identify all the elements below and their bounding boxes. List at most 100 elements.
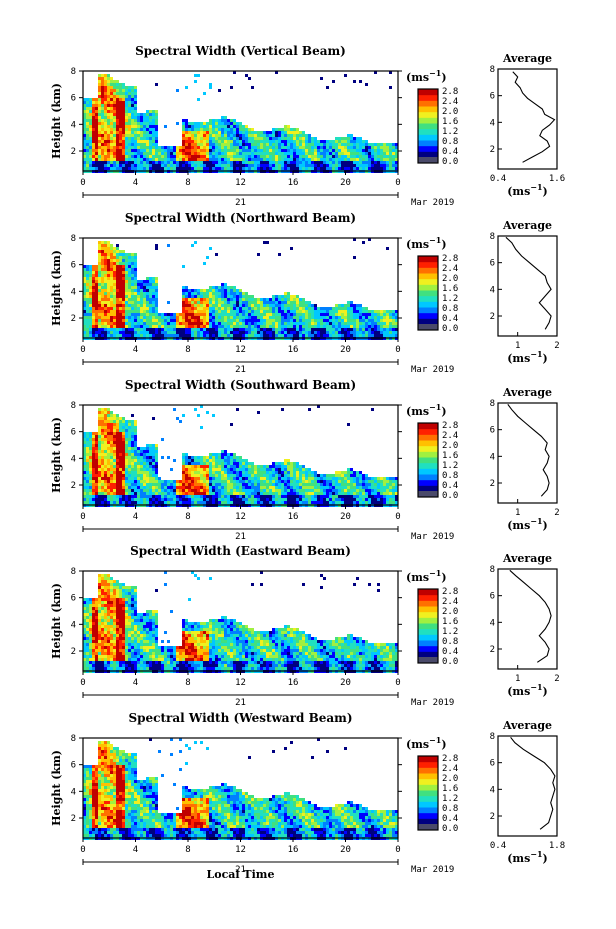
heatmap-cell xyxy=(185,286,188,289)
heatmap-cell xyxy=(254,483,257,486)
heatmap-cell xyxy=(122,250,125,253)
heatmap-cell xyxy=(377,325,380,328)
heatmap-cell xyxy=(290,143,293,146)
heatmap-cell xyxy=(149,292,152,295)
heatmap-cell xyxy=(209,158,212,161)
heatmap-cell xyxy=(125,292,128,295)
heatmap-cell xyxy=(107,256,110,259)
heatmap-cell xyxy=(155,122,158,125)
heatmap-cell xyxy=(119,101,122,104)
heatmap-cell xyxy=(131,253,134,256)
heatmap-cell xyxy=(278,143,281,146)
heatmap-cell xyxy=(89,143,92,146)
heatmap-cell xyxy=(152,474,155,477)
heatmap-cell xyxy=(194,331,197,334)
heatmap-cell xyxy=(230,480,233,483)
heatmap-cell xyxy=(137,322,140,325)
heatmap-cell xyxy=(167,164,170,167)
heatmap-cell xyxy=(107,474,110,477)
heatmap-cell xyxy=(290,167,293,170)
heatmap-cell xyxy=(134,146,137,149)
heatmap-cell xyxy=(131,149,134,152)
heatmap-cell xyxy=(131,477,134,480)
heatmap-cell xyxy=(275,158,278,161)
heatmap-cell xyxy=(245,495,248,498)
heatmap-cell xyxy=(215,495,218,498)
heatmap-cell xyxy=(215,322,218,325)
heatmap-cell xyxy=(119,271,122,274)
heatmap-cell xyxy=(122,465,125,468)
heatmap-cell xyxy=(131,319,134,322)
heatmap-cell xyxy=(167,328,170,331)
heatmap-cell xyxy=(251,167,254,170)
heatmap-cell xyxy=(125,128,128,131)
heatmap-cell xyxy=(110,80,113,83)
heatmap-cell xyxy=(119,268,122,271)
heatmap-cell xyxy=(227,286,230,289)
heatmap-cell xyxy=(113,444,116,447)
heatmap-cell xyxy=(335,319,338,322)
heatmap-cell xyxy=(140,295,143,298)
heatmap-cell xyxy=(236,408,239,411)
heatmap-cell xyxy=(245,328,248,331)
heatmap-cell xyxy=(284,158,287,161)
heatmap-cell xyxy=(140,489,143,492)
heatmap-cell xyxy=(125,116,128,119)
profile-y-tick-label: 2 xyxy=(490,145,495,155)
heatmap-cell xyxy=(227,486,230,489)
heatmap-cell xyxy=(326,140,329,143)
heatmap-cell xyxy=(107,492,110,495)
heatmap-cell xyxy=(185,474,188,477)
heatmap-cell xyxy=(239,495,242,498)
heatmap-cell xyxy=(122,432,125,435)
heatmap-cell xyxy=(179,155,182,158)
heatmap-cell xyxy=(122,417,125,420)
heatmap-cell xyxy=(167,492,170,495)
heatmap-cell xyxy=(155,140,158,143)
heatmap-cell xyxy=(134,256,137,259)
heatmap-cell xyxy=(266,483,269,486)
heatmap-cell xyxy=(233,486,236,489)
heatmap-cell xyxy=(107,322,110,325)
heatmap-cell xyxy=(191,483,194,486)
heatmap-cell xyxy=(128,462,131,465)
heatmap-cell xyxy=(257,322,260,325)
heatmap-cell xyxy=(185,492,188,495)
heatmap-cell xyxy=(140,283,143,286)
heatmap-cell xyxy=(209,316,212,319)
x-tick-label: 20 xyxy=(340,178,351,188)
heatmap-cell xyxy=(86,438,89,441)
heatmap-cell xyxy=(314,328,317,331)
heatmap-cell xyxy=(92,459,95,462)
heatmap-cell xyxy=(218,492,221,495)
colorbar-tick-label: 0.8 xyxy=(442,304,458,314)
heatmap-cell xyxy=(332,143,335,146)
heatmap-cell xyxy=(113,140,116,143)
heatmap-cell xyxy=(209,453,212,456)
heatmap-cell xyxy=(152,307,155,310)
heatmap-cell xyxy=(101,492,104,495)
heatmap-cell xyxy=(125,334,128,337)
heatmap-cell xyxy=(389,313,392,316)
heatmap-cell xyxy=(152,295,155,298)
heatmap-cell xyxy=(125,441,128,444)
heatmap-cell xyxy=(125,161,128,164)
heatmap-cell xyxy=(107,265,110,268)
heatmap-cell xyxy=(224,450,227,453)
heatmap-cell xyxy=(101,483,104,486)
heatmap-cell xyxy=(92,161,95,164)
heatmap-cell xyxy=(197,310,200,313)
heatmap-cell xyxy=(185,334,188,337)
heatmap-cell xyxy=(326,149,329,152)
heatmap-cell xyxy=(119,143,122,146)
heatmap-cell xyxy=(182,304,185,307)
heatmap-cell xyxy=(257,498,260,501)
heatmap-cell xyxy=(149,146,152,149)
heatmap-cell xyxy=(269,146,272,149)
heatmap-cell xyxy=(248,298,251,301)
heatmap-cell xyxy=(227,501,230,504)
heatmap-cell xyxy=(188,334,191,337)
heatmap-cell xyxy=(161,480,164,483)
heatmap-cell xyxy=(311,146,314,149)
heatmap-cell xyxy=(158,313,161,316)
